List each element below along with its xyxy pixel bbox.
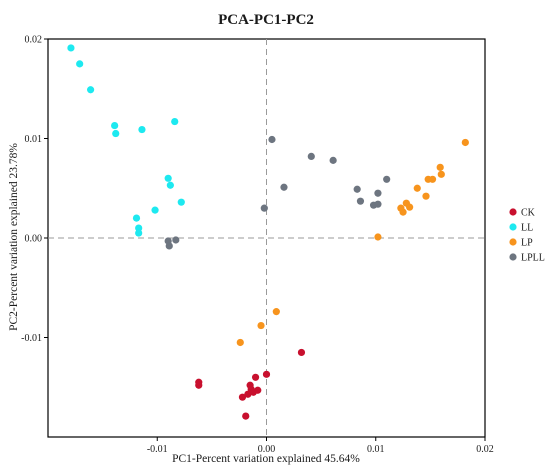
data-point-ck bbox=[242, 412, 250, 420]
x-tick-label: -0.01 bbox=[147, 444, 168, 455]
data-point-lp bbox=[236, 338, 244, 347]
series-ll bbox=[67, 44, 185, 237]
data-point-ck bbox=[251, 373, 260, 381]
data-point-ll bbox=[135, 229, 143, 237]
data-point-ll bbox=[76, 60, 84, 68]
legend: CK LL LP LPLL bbox=[509, 208, 545, 264]
data-point-ll bbox=[132, 214, 141, 222]
data-point-lp bbox=[424, 175, 432, 183]
x-axis-label: PC1-Percent variation explained 45.64% bbox=[172, 453, 360, 465]
y-tick-label: -0.01 bbox=[21, 333, 42, 344]
legend-label-lpll: LPLL bbox=[521, 253, 545, 264]
legend-marker-ck bbox=[509, 208, 517, 216]
x-tick-label: 0.02 bbox=[476, 444, 494, 455]
data-point-lpll bbox=[280, 183, 288, 191]
legend-marker-lpll bbox=[509, 253, 517, 261]
data-point-lp bbox=[437, 170, 445, 178]
data-point-ll bbox=[135, 224, 143, 232]
data-point-lpll bbox=[260, 204, 268, 212]
data-point-lpll bbox=[329, 156, 337, 164]
data-point-ck bbox=[254, 386, 262, 394]
legend-label-lp: LP bbox=[521, 238, 533, 249]
y-tick-label: 0.01 bbox=[25, 134, 43, 145]
data-point-lp bbox=[413, 184, 421, 192]
data-point-ll bbox=[111, 121, 119, 130]
data-point-lp bbox=[436, 163, 444, 171]
data-point-ll bbox=[171, 117, 179, 126]
data-point-ck bbox=[238, 393, 247, 401]
data-point-lpll bbox=[268, 135, 276, 144]
data-point-lp bbox=[399, 208, 407, 216]
data-point-ck bbox=[262, 370, 271, 378]
x-tick-label: 0.00 bbox=[258, 444, 276, 455]
y-axis-label: PC2-Percent variation explained 23.78% bbox=[8, 143, 20, 331]
data-point-ll bbox=[151, 206, 159, 214]
legend-marker-ll bbox=[509, 223, 517, 231]
series-lp bbox=[236, 138, 469, 347]
y-tick-label: 0.02 bbox=[25, 35, 43, 46]
data-point-lpll bbox=[172, 236, 180, 244]
data-point-ll bbox=[164, 174, 172, 182]
data-point-lpll bbox=[374, 189, 382, 197]
plot-area: -0.01 0.00 0.01 0.02 -0.01 0.00 0.01 0.02 bbox=[21, 35, 494, 456]
y-tick-label: 0.00 bbox=[25, 234, 43, 245]
data-point-lpll bbox=[374, 200, 382, 208]
chart-title: PCA-PC1-PC2 bbox=[218, 12, 314, 28]
series-lpll bbox=[164, 135, 391, 250]
data-point-lpll bbox=[353, 185, 361, 193]
x-tick-label: 0.01 bbox=[367, 444, 385, 455]
legend-label-ck: CK bbox=[521, 208, 536, 219]
data-point-lp bbox=[461, 138, 469, 147]
data-point-lp bbox=[422, 192, 430, 200]
data-point-ck bbox=[244, 390, 252, 398]
data-point-ck bbox=[195, 381, 203, 389]
data-point-lpll bbox=[383, 175, 391, 183]
series-ck bbox=[195, 348, 306, 420]
data-point-lpll bbox=[307, 152, 315, 161]
data-point-ck bbox=[297, 348, 306, 357]
data-point-lp bbox=[406, 203, 414, 211]
data-point-ll bbox=[87, 86, 95, 94]
data-point-ll bbox=[138, 125, 146, 134]
legend-label-ll: LL bbox=[521, 223, 533, 234]
data-point-ll bbox=[166, 181, 174, 189]
legend-marker-lp bbox=[509, 238, 517, 246]
data-point-lp bbox=[257, 321, 265, 330]
data-point-lp bbox=[272, 308, 280, 316]
data-point-lp bbox=[374, 233, 382, 241]
data-point-lpll bbox=[356, 197, 365, 205]
data-point-ll bbox=[177, 198, 185, 206]
data-point-lpll bbox=[165, 242, 173, 250]
data-point-ll bbox=[112, 129, 120, 138]
data-point-ll bbox=[67, 44, 75, 52]
